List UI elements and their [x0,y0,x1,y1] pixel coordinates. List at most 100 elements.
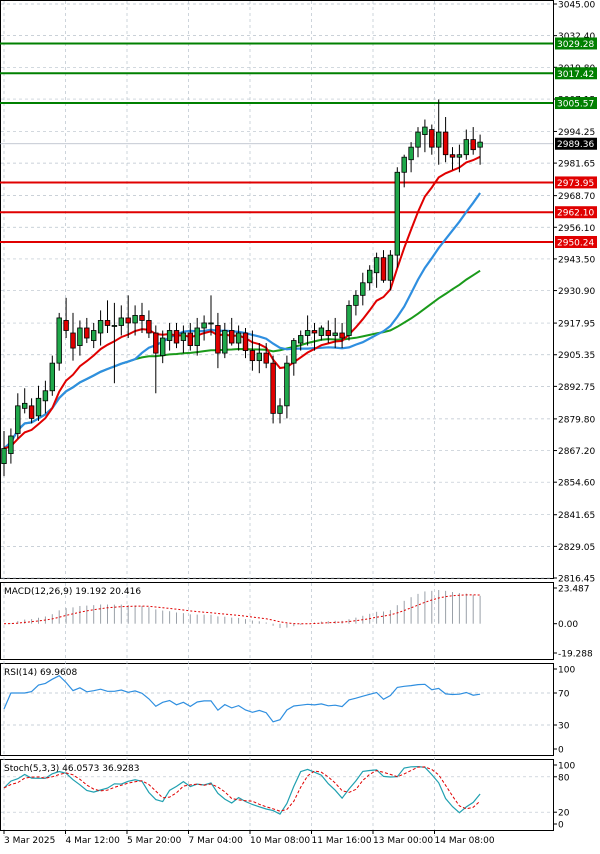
rsi-axis-label: 30 [558,722,570,732]
candle-body [77,327,83,346]
main-panel-frame [0,0,554,579]
stoch-axis-label: 100 [558,762,575,772]
level-lines [0,42,553,243]
rsi-label: RSI(14) 69.9608 [4,668,77,678]
time-label: 4 Mar 12:00 [66,836,121,846]
candle-body [70,332,76,349]
current-price-value: 2989.36 [557,140,594,150]
time-label: 10 Mar 08:00 [250,836,310,846]
macd-axis-label: 0.00 [558,620,578,630]
stoch-panel-frame [0,759,554,831]
candle-body [139,315,145,321]
price-label: 2841.65 [558,511,595,521]
price-label: 2943.50 [558,255,595,265]
candle-body [373,257,380,274]
candle-body [63,320,69,331]
candle-body [180,332,187,341]
candle-body [104,320,111,326]
stoch-axis-label: 80 [558,773,570,783]
candles [1,99,483,477]
moving-averages [3,155,481,450]
candle-body [442,131,449,156]
candle-body [263,352,269,364]
candle-body [208,322,214,325]
level-tag [555,37,597,50]
time-label: 5 Mar 20:00 [127,836,182,846]
price-label: 2981.65 [558,160,595,170]
candle-body [8,435,14,454]
rsi-line [3,674,481,723]
macd-panel-frame [0,582,554,660]
price-label: 2816.45 [558,575,595,585]
candle-body [297,335,304,344]
stoch-k-line [3,765,481,815]
candle-body [366,269,373,284]
level-value: 3005.57 [557,100,594,110]
level-value: 3029.28 [557,40,594,50]
candle-body [91,330,97,341]
grid [1,1,553,836]
price-label: 3032.40 [558,32,595,42]
candle-body [304,330,311,336]
candle-body [153,332,159,354]
candle-body [346,304,352,336]
candle-body [408,146,414,161]
rsi-axis-label: 70 [558,690,570,700]
macd-axis-label: -19.288 [558,650,593,660]
candle-body [291,340,297,364]
indicators: MACD(12,26,9) 19.192 20.416 RSI(14) 69.96… [1,587,553,815]
time-label: 13 Mar 00:00 [373,836,433,846]
price-label: 2994.25 [558,128,595,138]
stoch-d-line [3,766,481,812]
candle-body [84,327,90,339]
candle-body [270,362,276,414]
candle-body [215,325,221,354]
candle-body [21,402,28,409]
candle-body [339,332,345,339]
candle-body [311,330,318,334]
macd-axis-label: 23.487 [558,585,590,595]
level-value: 2962.10 [557,209,594,219]
candle-body [49,362,55,392]
time-label: 3 Mar 2025 [4,836,55,846]
candle-body [222,330,228,354]
time-label: 11 Mar 16:00 [312,836,372,846]
candle-body [187,332,193,346]
candle-body [15,405,21,434]
price-label: 2854.60 [558,479,595,489]
candle-body [284,362,290,407]
candle-body [422,126,428,135]
candle-body [429,129,435,148]
level-tag [555,206,597,219]
rsi-axis-label: 100 [558,666,575,676]
candle-body [435,131,442,148]
price-label: 2829.05 [558,543,595,553]
price-label: 2968.70 [558,192,595,202]
level-tag [555,97,597,110]
candle-body [56,317,62,364]
level-tag [555,235,597,248]
candle-body [201,322,207,329]
candle-body [118,317,124,326]
price-label: 2879.80 [558,415,595,425]
candle-body [166,330,173,341]
candle-body [97,320,104,334]
candle-body [235,332,242,344]
time-label: 7 Mar 04:00 [189,836,244,846]
price-label: 2905.35 [558,351,595,361]
panel-frames [0,0,554,831]
candle-body [277,405,283,414]
macd-label: MACD(12,26,9) 19.192 20.416 [4,587,141,597]
ma-red-line [3,155,481,450]
macd-signal-line [3,594,481,625]
candle-body [132,315,138,324]
candle-body [173,330,180,344]
price-label: 2892.75 [558,383,595,393]
candle-body [360,282,366,296]
candle-body [477,141,483,148]
time-label: 14 Mar 08:00 [435,836,495,846]
level-tag [555,176,597,189]
level-value: 2950.24 [557,238,594,248]
price-label: 2930.90 [558,287,595,297]
